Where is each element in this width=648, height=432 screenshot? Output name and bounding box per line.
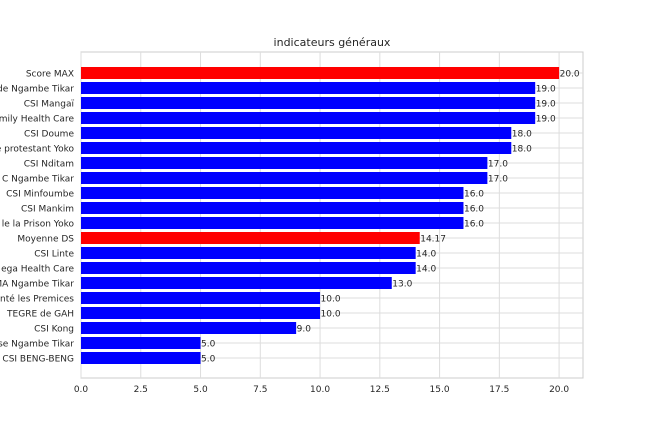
bar [81, 292, 321, 304]
bar [81, 157, 488, 169]
value-label: 9.0 [297, 325, 312, 335]
value-label: 10.0 [321, 295, 341, 305]
y-tick-label: TEGRE de GAH [6, 310, 74, 320]
y-tick-label: CSI Kong [34, 325, 74, 335]
x-tick-label: 0.0 [74, 385, 89, 395]
value-label: 5.0 [201, 355, 216, 365]
y-tick-label: CSI Mankim [21, 205, 74, 215]
y-tick-label: de Ngambe Tikar [0, 85, 74, 95]
value-label: 13.0 [392, 280, 412, 290]
x-tick-label: 17.5 [489, 385, 509, 395]
y-tick-label: CSI Mangaï [24, 100, 75, 110]
value-label: 17.0 [488, 175, 508, 185]
value-label: 14.17 [420, 235, 446, 245]
bar [81, 127, 512, 139]
bar [81, 232, 420, 244]
value-label: 19.0 [536, 115, 556, 125]
y-tick-label: se Ngambe Tikar [0, 340, 74, 350]
value-label: 18.0 [512, 130, 532, 140]
bar [81, 142, 512, 154]
bar [81, 97, 536, 109]
y-tick-label: CSI Nditam [24, 160, 74, 170]
y-tick-label: C Ngambe Tikar [2, 175, 74, 185]
bar [81, 247, 416, 259]
x-tick-label: 7.5 [253, 385, 267, 395]
bar [81, 112, 536, 124]
y-tick-label: nté les Premices [0, 294, 74, 305]
y-tick-label: MA Ngambe Tikar [0, 280, 74, 290]
value-label: 5.0 [201, 340, 216, 350]
bar [81, 82, 536, 94]
bar [81, 187, 464, 199]
bars [81, 67, 560, 364]
value-label: 10.0 [321, 310, 341, 320]
value-label: 16.0 [464, 205, 484, 215]
value-label: 16.0 [464, 190, 484, 200]
bar [81, 277, 392, 289]
x-tick-label: 20.0 [549, 385, 569, 395]
chart-title: indicateurs généraux [274, 36, 391, 49]
y-tick-label: le la Prison Yoko [2, 220, 75, 230]
y-tick-label: CSI Minfoumbe [6, 190, 74, 200]
value-label: 17.0 [488, 160, 508, 170]
bar [81, 67, 560, 79]
bar [81, 262, 416, 274]
x-tick-label: 15.0 [430, 385, 450, 395]
bar [81, 307, 321, 319]
x-tick-labels: 0.0 2.5 5.0 7.5 10.0 12.5 15.0 17.5 20.0 [74, 385, 570, 395]
bar [81, 352, 201, 364]
bar [81, 217, 464, 229]
value-label: 16.0 [464, 220, 484, 230]
x-tick-label: 5.0 [193, 385, 208, 395]
value-label: 20.0 [560, 70, 580, 80]
x-tick-label: 12.5 [370, 385, 390, 395]
y-tick-label: ega Health Care [1, 265, 74, 275]
value-label: 19.0 [536, 85, 556, 95]
value-label: 14.0 [416, 250, 436, 260]
value-labels: 20.0 19.0 19.0 19.0 18.0 18.0 17.0 17.0 16.0 16.0… [201, 70, 580, 365]
bar [81, 322, 297, 334]
x-tick-label: 2.5 [134, 385, 148, 395]
value-label: 18.0 [512, 145, 532, 155]
y-tick-labels: Score MAX de Ngambe Tikar CSI Mangaï mily H… [0, 70, 74, 365]
value-label: 19.0 [536, 100, 556, 110]
bar [81, 337, 201, 349]
y-tick-label: Moyenne DS [17, 235, 74, 245]
value-label: 14.0 [416, 265, 436, 275]
bar [81, 172, 488, 184]
y-tick-label: CSI BENG-BENG [2, 355, 74, 365]
y-tick-label: e protestant Yoko [0, 145, 74, 155]
y-tick-label: mily Health Care [0, 115, 74, 125]
x-tick-label: 10.0 [310, 385, 330, 395]
bar [81, 202, 464, 214]
y-tick-label: CSI Doume [24, 130, 74, 140]
y-tick-label: CSI Linte [34, 250, 74, 260]
y-tick-label: Score MAX [26, 70, 74, 80]
